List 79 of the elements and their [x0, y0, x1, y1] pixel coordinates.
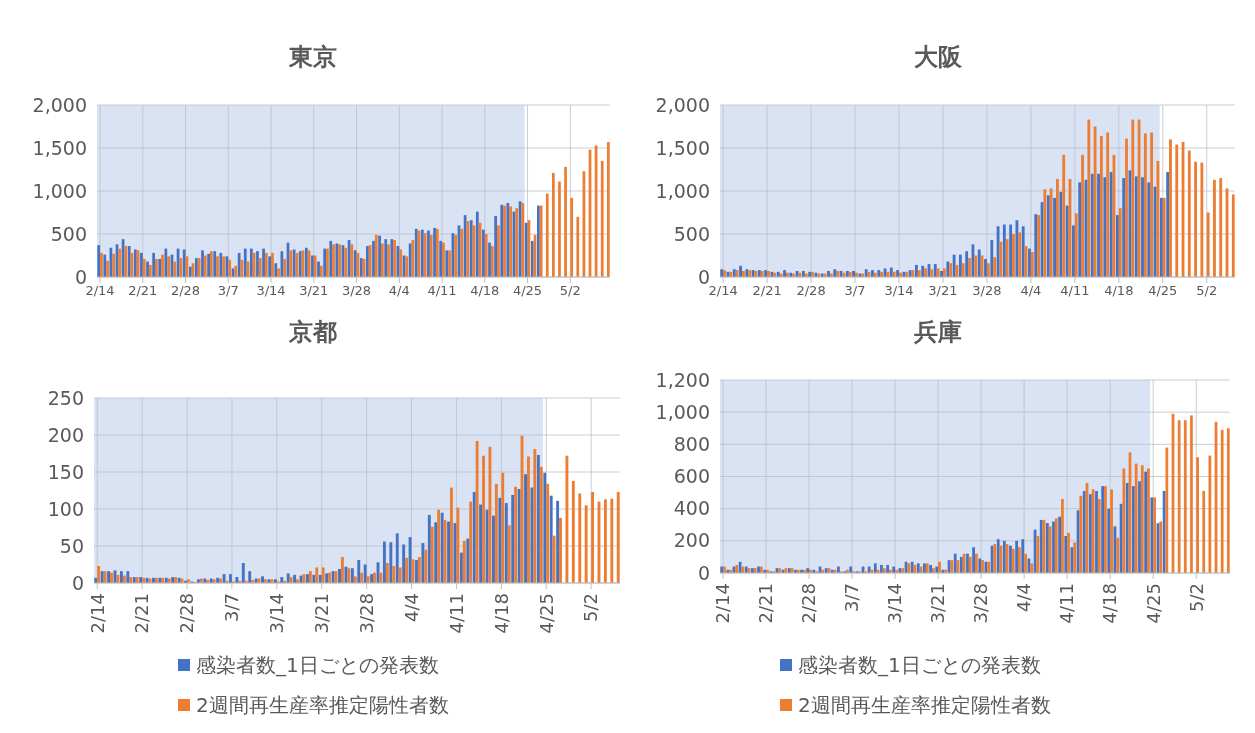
- y-tick-label: 1,000: [655, 400, 710, 423]
- x-tick-label: 3/14: [884, 283, 914, 298]
- x-tick-label: 2/28: [170, 283, 201, 298]
- x-tick-label: 4/25: [512, 283, 543, 298]
- y-tick-label: 400: [673, 497, 710, 520]
- y-tick-label: 1,500: [32, 136, 87, 159]
- x-tick-label: 4/18: [1099, 583, 1121, 624]
- x-tick-label: 2/14: [85, 283, 115, 298]
- x-tick-label: 3/21: [311, 593, 333, 634]
- y-tick-label: 0: [74, 265, 87, 288]
- x-tick-label: 4/18: [490, 593, 512, 634]
- chart-title: 兵庫: [913, 318, 962, 347]
- x-tick-label: 2/21: [755, 583, 777, 624]
- y-tick-label: 0: [71, 571, 84, 594]
- x-tick-label: 5/2: [559, 283, 581, 298]
- x-tick-label: 4/25: [1142, 583, 1164, 624]
- y-tick-label: 1,000: [655, 179, 710, 202]
- x-tick-label: 2/21: [128, 283, 158, 298]
- x-tick-label: 4/4: [400, 593, 422, 622]
- y-tick-label: 500: [50, 222, 87, 245]
- y-tick-label: 800: [673, 432, 710, 455]
- chart-title: 東京: [288, 43, 337, 72]
- x-tick-label: 3/28: [355, 593, 377, 634]
- x-tick-label: 2/14: [86, 593, 108, 634]
- x-tick-label: 3/7: [217, 283, 239, 298]
- x-tick-label: 4/25: [535, 593, 557, 634]
- y-tick-label: 500: [673, 222, 710, 245]
- x-tick-label: 2/28: [176, 593, 198, 634]
- y-tick-label: 600: [673, 465, 710, 488]
- x-tick-label: 4/11: [1056, 583, 1078, 624]
- x-tick-label: 2/14: [708, 283, 738, 298]
- x-tick-label: 2/21: [752, 283, 782, 298]
- x-tick-label: 3/21: [927, 583, 949, 624]
- y-tick-label: 100: [47, 497, 84, 520]
- y-tick-label: 2,000: [655, 93, 710, 116]
- y-tick-label: 1,000: [32, 179, 87, 202]
- x-tick-label: 2/21: [131, 593, 153, 634]
- x-tick-label: 4/4: [1020, 283, 1042, 298]
- x-tick-label: 4/11: [445, 593, 467, 634]
- x-tick-label: 3/21: [299, 283, 329, 298]
- x-tick-label: 2/28: [796, 283, 826, 298]
- x-tick-label: 3/28: [341, 283, 372, 298]
- chart-title: 京都: [288, 318, 337, 347]
- y-tick-label: 200: [47, 423, 84, 446]
- y-tick-label: 0: [697, 265, 710, 288]
- y-tick-label: 200: [673, 529, 710, 552]
- x-tick-label: 3/21: [928, 283, 958, 298]
- x-tick-label: 4/18: [470, 283, 500, 298]
- y-tick-label: 1,200: [655, 368, 710, 391]
- x-tick-label: 3/14: [256, 283, 286, 298]
- x-tick-label: 3/7: [221, 593, 243, 622]
- x-tick-label: 3/14: [266, 593, 288, 634]
- y-tick-label: 2,000: [32, 93, 87, 116]
- legend-label: 2週間再生産率推定陽性者数: [798, 693, 1051, 717]
- x-tick-label: 5/2: [1185, 583, 1207, 612]
- x-tick-label: 3/28: [970, 583, 992, 624]
- x-tick-label: 4/25: [1148, 283, 1178, 298]
- x-tick-label: 3/7: [841, 583, 863, 612]
- x-tick-label: 5/2: [580, 593, 602, 622]
- x-tick-label: 2/14: [712, 583, 734, 624]
- x-tick-label: 5/2: [1196, 283, 1218, 298]
- legend-label: 感染者数_1日ごとの発表数: [196, 653, 439, 677]
- y-tick-label: 150: [47, 460, 84, 483]
- legend-label: 2週間再生産率推定陽性者数: [196, 693, 449, 717]
- y-tick-label: 250: [47, 386, 84, 409]
- x-tick-label: 2/28: [798, 583, 820, 624]
- chart-title: 大阪: [914, 43, 963, 72]
- y-tick-label: 1,500: [655, 136, 710, 159]
- x-tick-label: 3/28: [972, 283, 1002, 298]
- x-tick-label: 4/4: [388, 283, 410, 298]
- x-tick-label: 3/14: [884, 583, 906, 624]
- y-tick-label: 0: [697, 561, 710, 584]
- y-tick-label: 50: [59, 534, 84, 557]
- x-tick-label: 4/11: [1060, 283, 1090, 298]
- x-tick-label: 3/7: [844, 283, 866, 298]
- x-tick-label: 4/4: [1013, 583, 1035, 612]
- x-tick-label: 4/18: [1104, 283, 1134, 298]
- legend-label: 感染者数_1日ごとの発表数: [798, 653, 1041, 677]
- x-tick-label: 4/11: [427, 283, 457, 298]
